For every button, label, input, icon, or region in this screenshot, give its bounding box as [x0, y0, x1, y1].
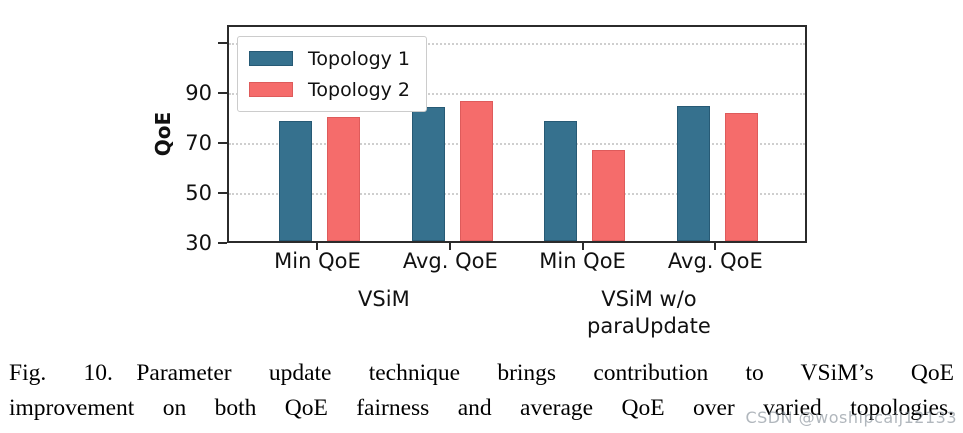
y-tick-mark-50: [218, 191, 227, 194]
y-tick-mark-70: [218, 141, 227, 144]
bar-topology-2-3: [724, 113, 758, 241]
bar-topology-2-0: [326, 116, 360, 241]
y-tick-mark-90: [218, 91, 227, 94]
x-category-label-3: Avg. QoE: [667, 249, 763, 273]
watermark: CSDN @woshipcaij12133: [745, 408, 957, 427]
x-category-label-2: Min QoE: [539, 249, 626, 273]
legend-row-topology-1: Topology 1: [249, 43, 410, 74]
gridline-90: [229, 92, 805, 95]
x-group-label-line: paraUpdate: [587, 314, 711, 338]
bar-topology-1-0: [278, 120, 312, 241]
plot-area: [227, 25, 807, 243]
x-group-label-0: VSiM: [274, 286, 494, 313]
bar-chart: QoE Topology 1 Topology 2 30 50 70 90 Min QoE…: [151, 25, 807, 340]
x-tick-mark-3: [714, 243, 717, 250]
y-tick-mark-30: [218, 242, 227, 244]
x-category-label-0: Min QoE: [274, 249, 361, 273]
legend: Topology 1 Topology 2: [237, 36, 428, 112]
bar-topology-1-3: [676, 105, 710, 241]
legend-row-topology-2: Topology 2: [249, 74, 410, 105]
legend-swatch-icon: [249, 82, 293, 97]
gridline-70: [229, 142, 805, 145]
x-tick-mark-1: [449, 243, 452, 250]
caption-line-1: Fig. 10. Parameter update technique brin…: [9, 360, 954, 386]
legend-label: Topology 1: [308, 47, 411, 70]
bar-topology-1-1: [411, 106, 445, 241]
x-group-label-line: VSiM w/o: [601, 287, 697, 311]
y-tick-label-30: 30: [185, 231, 212, 255]
bar-topology-2-1: [459, 100, 493, 241]
x-group-label-line: VSiM: [358, 287, 410, 311]
caption-line-2: improvement on both QoE fairness and ave…: [9, 395, 954, 421]
x-tick-mark-0: [316, 243, 319, 250]
bar-topology-1-2: [544, 120, 578, 241]
legend-swatch-icon: [249, 51, 293, 66]
gridline-110: [229, 42, 805, 45]
y-tick-label-70: 70: [185, 130, 212, 155]
gridline-50: [229, 192, 805, 195]
figure-caption: Fig. 10. Parameter update technique brin…: [9, 356, 954, 426]
x-category-label-1: Avg. QoE: [402, 249, 498, 273]
y-tick-label-90: 90: [185, 80, 212, 105]
y-tick-mark-110: [218, 41, 227, 44]
x-group-label-1: VSiM w/o paraUpdate: [539, 286, 759, 340]
x-tick-mark-2: [581, 243, 584, 250]
bar-topology-2-2: [592, 149, 626, 241]
y-tick-label-50: 50: [185, 180, 212, 205]
legend-label: Topology 2: [308, 78, 411, 101]
